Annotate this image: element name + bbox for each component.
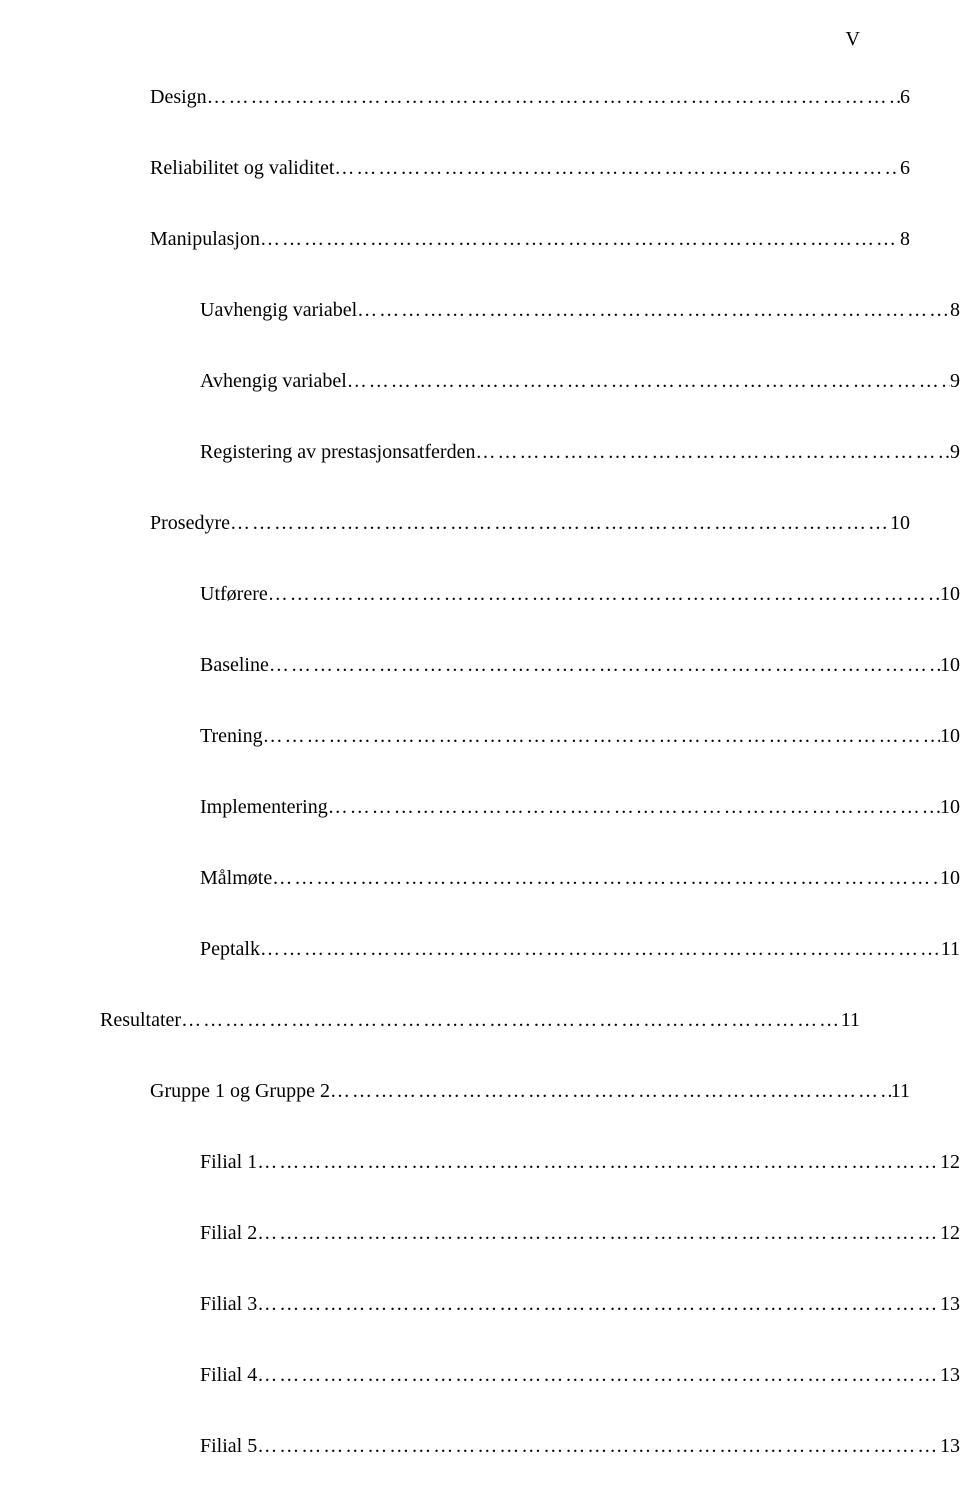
toc-entry: Filial 3 13 (200, 1293, 960, 1316)
toc-entry: Implementering 10 (200, 796, 960, 819)
toc-page: 11 (941, 938, 960, 961)
toc-page: 10 (940, 725, 960, 748)
toc-label: Målmøte (200, 867, 272, 890)
toc-entry: Registering av prestasjonsatferden 9 (200, 441, 960, 464)
toc-entry: Gruppe 1 og Gruppe 2 11 (150, 1080, 910, 1103)
toc-label: Gruppe 1 og Gruppe 2 (150, 1080, 330, 1103)
toc-dots (357, 299, 950, 322)
toc-page: 10 (940, 654, 960, 677)
toc-entry: Filial 1 12 (200, 1151, 960, 1174)
toc-dots (268, 583, 940, 606)
toc-entry: Filial 2 12 (200, 1222, 960, 1245)
toc-label: Prosedyre (150, 512, 230, 535)
toc-dots (260, 228, 900, 251)
toc-label: Avhengig variabel (200, 370, 347, 393)
toc-label: Registering av prestasjonsatferden (200, 441, 475, 464)
toc-dots (328, 796, 940, 819)
toc-label: Filial 5 (200, 1435, 257, 1458)
toc-label: Trening (200, 725, 263, 748)
toc-entry: Målmøte 10 (200, 867, 960, 890)
toc-entry: Filial 4 13 (200, 1364, 960, 1387)
toc-page: 10 (940, 583, 960, 606)
toc-entry: Manipulasjon 8 (150, 228, 910, 251)
toc-dots (347, 370, 950, 393)
toc-dots (475, 441, 950, 464)
toc-entry: Trening 10 (200, 725, 960, 748)
toc-page: 8 (950, 299, 960, 322)
toc-dots (257, 1151, 940, 1174)
toc-page: 13 (940, 1364, 960, 1387)
toc-dots (272, 867, 940, 890)
toc-label: Manipulasjon (150, 228, 260, 251)
toc-label: Filial 3 (200, 1293, 257, 1316)
toc-entry: Avhengig variabel 9 (200, 370, 960, 393)
toc-page: 13 (940, 1435, 960, 1458)
toc-dots (207, 86, 900, 109)
toc-label: Uavhengig variabel (200, 299, 357, 322)
toc-dots (257, 1435, 940, 1458)
toc-dots (269, 654, 940, 677)
toc-dots (230, 512, 890, 535)
toc-label: Baseline (200, 654, 269, 677)
toc-dots (334, 157, 900, 180)
toc-entry: Baseline 10 (200, 654, 960, 677)
toc-entry: Filial 5 13 (200, 1435, 960, 1458)
toc-page: 8 (900, 228, 910, 251)
toc-page: 12 (940, 1151, 960, 1174)
toc-page: 6 (900, 157, 910, 180)
toc-page: 10 (940, 867, 960, 890)
toc-page: 12 (940, 1222, 960, 1245)
toc-page: 10 (890, 512, 910, 535)
toc-entry: Uavhengig variabel 8 (200, 299, 960, 322)
toc-label: Filial 4 (200, 1364, 257, 1387)
toc-page: 6 (900, 86, 910, 109)
toc-label: Design (150, 86, 207, 109)
toc-entry: Resultater 11 (100, 1009, 860, 1032)
toc-entry: Peptalk 11 (200, 938, 960, 961)
toc-dots (260, 938, 941, 961)
toc-label: Filial 2 (200, 1222, 257, 1245)
toc-page: 11 (891, 1080, 910, 1103)
toc-label: Peptalk (200, 938, 260, 961)
toc-label: Filial 1 (200, 1151, 257, 1174)
toc-label: Utførere (200, 583, 268, 606)
toc-page: 9 (950, 370, 960, 393)
toc-label: Reliabilitet og validitet (150, 157, 334, 180)
toc-dots (263, 725, 940, 748)
toc-dots (330, 1080, 891, 1103)
toc-entry: Design 6 (150, 86, 910, 109)
toc-page: 11 (841, 1009, 860, 1032)
toc-entry: Reliabilitet og validitet 6 (150, 157, 910, 180)
page-number: V (846, 28, 860, 51)
toc-dots (257, 1293, 940, 1316)
toc-dots (257, 1222, 940, 1245)
toc-label: Resultater (100, 1009, 181, 1032)
toc-dots (181, 1009, 841, 1032)
toc-label: Implementering (200, 796, 328, 819)
toc-page: 9 (950, 441, 960, 464)
toc-dots (257, 1364, 940, 1387)
toc-entry: Prosedyre 10 (150, 512, 910, 535)
toc-entry: Utførere 10 (200, 583, 960, 606)
toc-page: 13 (940, 1293, 960, 1316)
toc-page: 10 (940, 796, 960, 819)
